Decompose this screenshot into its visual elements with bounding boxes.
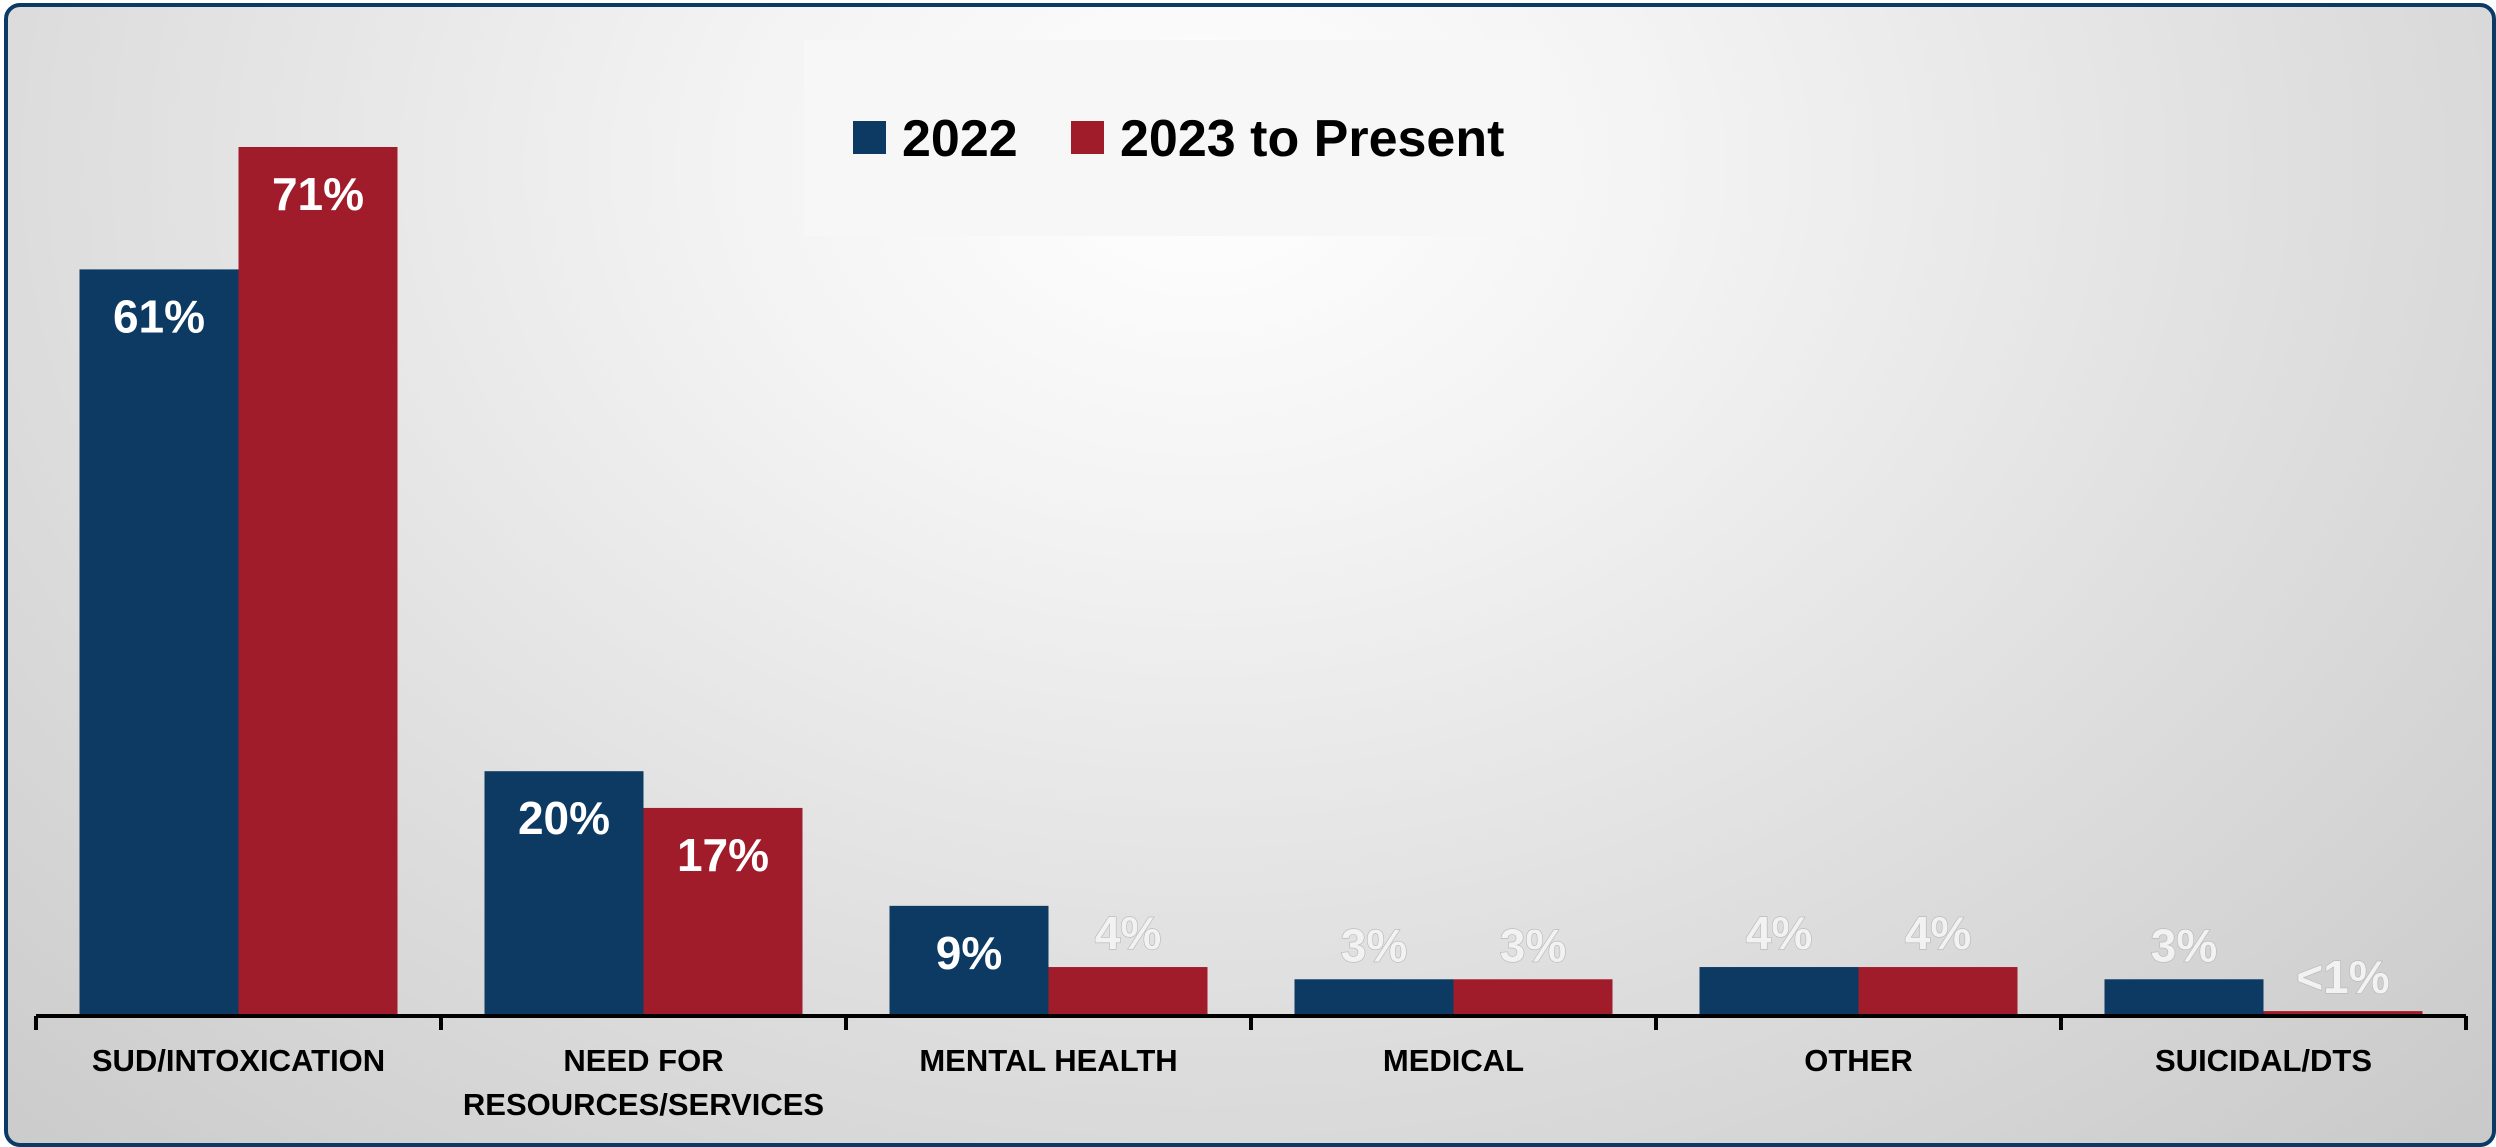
legend-swatch-2023-to-present	[1071, 121, 1104, 154]
category-label-line: OTHER	[1804, 1043, 1913, 1078]
legend-background	[804, 40, 1540, 236]
category-label-line: MENTAL HEALTH	[919, 1043, 1177, 1078]
legend: 2022 2023 to Present	[804, 40, 1540, 236]
bar-2023-to-present-sud-intoxication	[238, 147, 398, 1016]
bar-2022-medical	[1294, 979, 1454, 1016]
bar-2022-sud-intoxication	[79, 269, 239, 1016]
data-label-2022-medical: 3%	[1341, 919, 1407, 971]
x-axis	[34, 1014, 2468, 1030]
bar-2023-to-present-mental-health	[1048, 967, 1208, 1016]
data-label-2022-need-for-resources-services: 20%	[518, 792, 610, 844]
bar-2023-to-present-suicidal-dts	[2263, 1011, 2423, 1016]
category-label-line: NEED FOR	[563, 1043, 723, 1078]
category-label-line: SUICIDAL/DTS	[2155, 1043, 2372, 1078]
bars	[79, 147, 2423, 1016]
bar-2022-mental-health	[889, 905, 1049, 1016]
bar-2023-to-present-medical	[1453, 979, 1613, 1016]
data-label-2023-to-present-mental-health: 4%	[1095, 907, 1161, 959]
legend-label-2023-to-present: 2023 to Present	[1120, 110, 1504, 168]
data-label-2023-to-present-sud-intoxication: 71%	[272, 168, 364, 220]
category-label-other: OTHER	[1804, 1043, 1913, 1078]
data-label-2023-to-present-medical: 3%	[1500, 919, 1566, 971]
category-label-line: SUD/INTOXICATION	[92, 1043, 385, 1078]
data-label-2022-sud-intoxication: 61%	[113, 290, 205, 342]
category-label-medical: MEDICAL	[1383, 1043, 1524, 1078]
bar-2023-to-present-other	[1858, 967, 2018, 1016]
bar-2022-other	[1699, 967, 1859, 1016]
data-label-2022-mental-health: 9%	[936, 927, 1002, 979]
data-label-2023-to-present-suicidal-dts: <1%	[2296, 951, 2389, 1003]
category-label-line: RESOURCES/SERVICES	[463, 1087, 824, 1122]
category-labels: SUD/INTOXICATION NEED FOR RESOURCES/SERVIC…	[92, 1043, 2372, 1122]
value-labels: 61% 71% 20% 17% 9% 4% 3% 3% 4% 4% 3% <1%	[113, 168, 2390, 1004]
bar-2022-suicidal-dts	[2104, 979, 2264, 1016]
category-label-sud-intoxication: SUD/INTOXICATION	[92, 1043, 385, 1078]
category-label-line: MEDICAL	[1383, 1043, 1524, 1078]
category-label-need-for-resources-services: NEED FOR RESOURCES/SERVICES	[463, 1043, 824, 1122]
legend-label-2022: 2022	[902, 110, 1018, 168]
data-label-2022-suicidal-dts: 3%	[2151, 919, 2217, 971]
data-label-2023-to-present-need-for-resources-services: 17%	[677, 829, 769, 881]
bar-2022-need-for-resources-services	[484, 771, 644, 1016]
bar-2023-to-present-need-for-resources-services	[643, 807, 803, 1016]
category-label-mental-health: MENTAL HEALTH	[919, 1043, 1177, 1078]
data-label-2023-to-present-other: 4%	[1905, 907, 1971, 959]
legend-swatch-2022	[853, 121, 886, 154]
data-label-2022-other: 4%	[1746, 907, 1812, 959]
category-label-suicidal-dts: SUICIDAL/DTS	[2155, 1043, 2372, 1078]
